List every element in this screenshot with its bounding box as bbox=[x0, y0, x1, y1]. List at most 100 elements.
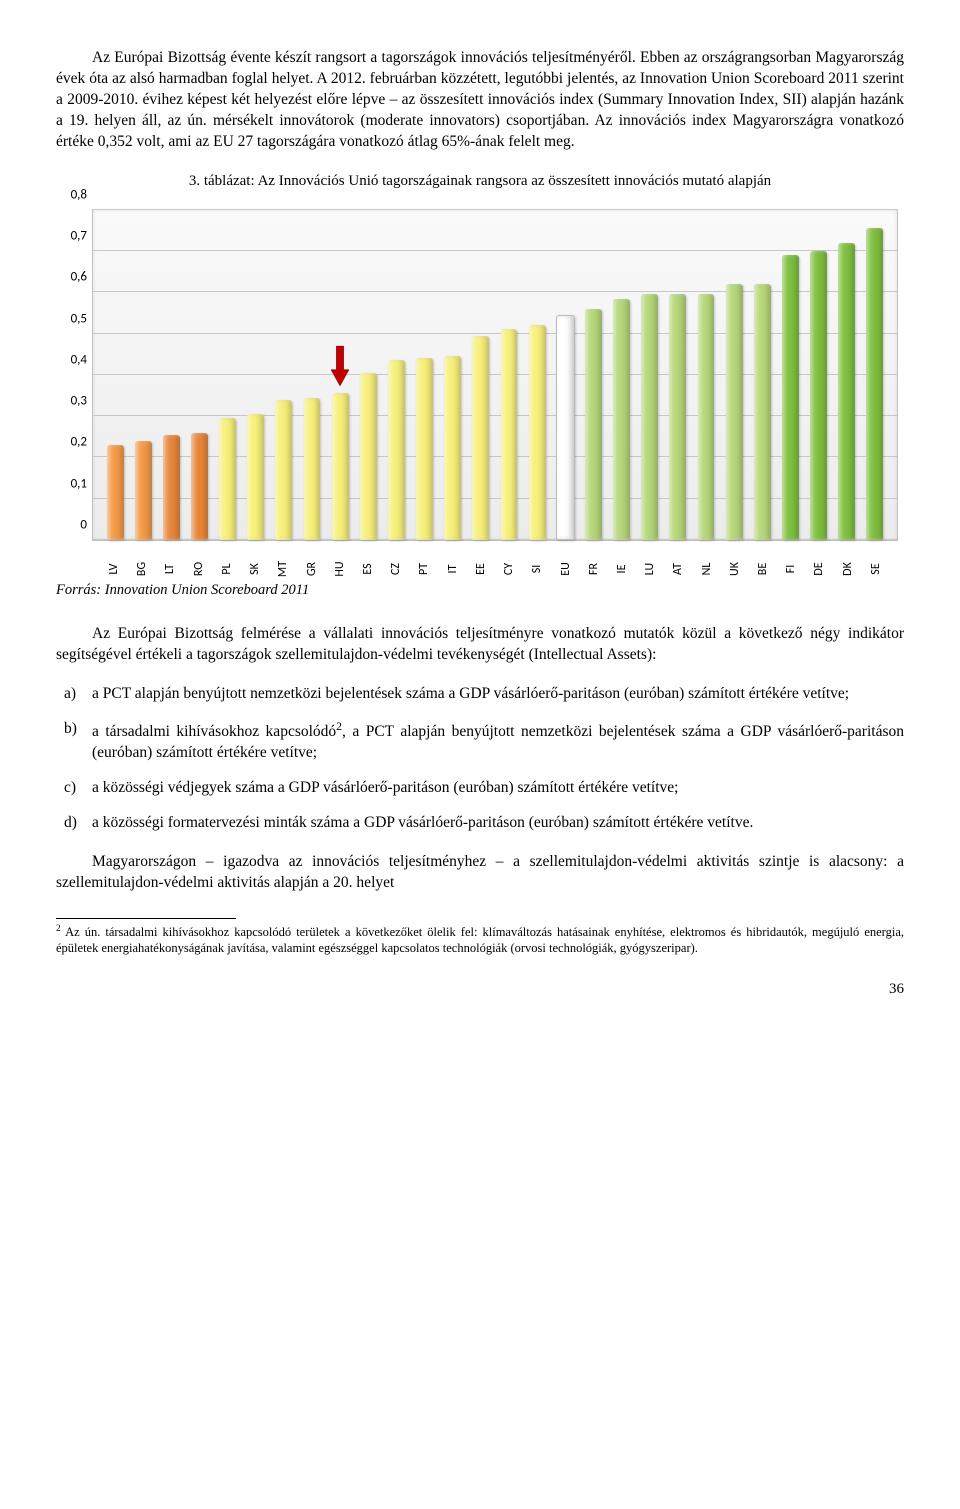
chart-source: Forrás: Innovation Union Scoreboard 2011 bbox=[56, 581, 904, 601]
bar-IE bbox=[613, 299, 630, 540]
bar-slot bbox=[185, 210, 213, 540]
list-item-b: b)a társadalmi kihívásokhoz kapcsolódó2,… bbox=[92, 719, 904, 764]
list-item-text: a közösségi formatervezési minták száma … bbox=[92, 814, 753, 831]
x-tick-label: SE bbox=[860, 555, 892, 583]
bar-EU bbox=[556, 315, 575, 540]
bar-FR bbox=[585, 309, 602, 540]
bar-CZ bbox=[388, 360, 405, 539]
bar-LT bbox=[163, 435, 180, 540]
bar-slot bbox=[382, 210, 410, 540]
x-tick-label: LT bbox=[155, 555, 187, 583]
x-tick-label: EU bbox=[550, 555, 582, 583]
x-tick-label: UK bbox=[719, 555, 751, 583]
bar-IT bbox=[444, 356, 461, 540]
bar-slot bbox=[129, 210, 157, 540]
bar-GR bbox=[304, 398, 321, 540]
x-tick-label: RO bbox=[183, 555, 215, 583]
x-tick-label: HU bbox=[324, 555, 356, 583]
x-tick-label: GR bbox=[296, 555, 328, 583]
highlight-arrow-icon bbox=[331, 345, 349, 387]
bar-slot bbox=[523, 210, 551, 540]
bar-SK bbox=[247, 414, 264, 540]
bar-BG bbox=[135, 441, 152, 540]
bar-LU bbox=[641, 294, 658, 539]
bar-DE bbox=[810, 251, 827, 540]
bar-slot bbox=[439, 210, 467, 540]
paragraph-2: Az Európai Bizottság felmérése a vállala… bbox=[56, 624, 904, 666]
indicator-list: a)a PCT alapján benyújtott nemzetközi be… bbox=[56, 684, 904, 834]
bar-CY bbox=[501, 329, 518, 539]
bar-slot bbox=[720, 210, 748, 540]
x-tick-label: NL bbox=[691, 555, 723, 583]
y-tick-label: 0,5 bbox=[61, 311, 87, 326]
bar-slot bbox=[664, 210, 692, 540]
bar-slot bbox=[101, 210, 129, 540]
list-item-d: d)a közösségi formatervezési minták szám… bbox=[92, 813, 904, 834]
paragraph-3: Magyarországon – igazodva az innovációs … bbox=[56, 852, 904, 894]
list-item-c: c)a közösségi védjegyek száma a GDP vásá… bbox=[92, 778, 904, 799]
bar-slot bbox=[242, 210, 270, 540]
bar-EE bbox=[472, 336, 489, 540]
x-tick-label: SI bbox=[521, 555, 553, 583]
bar-PL bbox=[219, 418, 236, 540]
bar-ES bbox=[360, 373, 377, 540]
x-tick-label: DK bbox=[832, 555, 864, 583]
x-tick-label: PT bbox=[409, 555, 441, 583]
paragraph-1: Az Európai Bizottság évente készít rangs… bbox=[56, 48, 904, 153]
bar-slot bbox=[467, 210, 495, 540]
y-tick-label: 0 bbox=[61, 517, 87, 532]
footnote-number: 2 bbox=[56, 924, 61, 934]
bar-slot bbox=[608, 210, 636, 540]
bar-slot bbox=[354, 210, 382, 540]
list-item-text: a társadalmi kihívásokhoz kapcsolódó2, a… bbox=[92, 723, 904, 761]
bar-SE bbox=[866, 228, 883, 539]
bar-slot bbox=[579, 210, 607, 540]
x-tick-label: FR bbox=[578, 555, 610, 583]
bar-slot bbox=[833, 210, 861, 540]
footnote-separator bbox=[56, 918, 236, 919]
list-item-text: a közösségi védjegyek száma a GDP vásárl… bbox=[92, 779, 678, 796]
bar-NL bbox=[698, 294, 715, 539]
bar-slot bbox=[636, 210, 664, 540]
bar-DK bbox=[838, 243, 855, 540]
bar-slot bbox=[748, 210, 776, 540]
x-tick-label: AT bbox=[662, 555, 694, 583]
bar-slot bbox=[692, 210, 720, 540]
list-item-text: a PCT alapján benyújtott nemzetközi beje… bbox=[92, 685, 849, 702]
bar-MT bbox=[275, 400, 292, 540]
bar-slot bbox=[805, 210, 833, 540]
bar-LV bbox=[107, 445, 124, 540]
page-number: 36 bbox=[56, 981, 904, 998]
x-tick-label: DE bbox=[804, 555, 836, 583]
bar-slot bbox=[214, 210, 242, 540]
bar-BE bbox=[754, 284, 771, 540]
bar-FI bbox=[782, 255, 799, 540]
x-tick-label: MT bbox=[267, 555, 299, 583]
bar-slot bbox=[776, 210, 804, 540]
bar-slot bbox=[270, 210, 298, 540]
footnote-text: 2 Az ún. társadalmi kihívásokhoz kapcsol… bbox=[56, 923, 904, 957]
bar-PT bbox=[416, 358, 433, 540]
bar-RO bbox=[191, 433, 208, 540]
list-item-a: a)a PCT alapján benyújtott nemzetközi be… bbox=[92, 684, 904, 705]
bar-UK bbox=[726, 284, 743, 540]
bar-AT bbox=[669, 294, 686, 539]
y-tick-label: 0,3 bbox=[61, 394, 87, 409]
bar-slot bbox=[551, 210, 579, 540]
bar-HU bbox=[332, 393, 349, 539]
y-tick-label: 0,1 bbox=[61, 476, 87, 491]
table-caption: 3. táblázat: Az Innovációs Unió tagorszá… bbox=[56, 171, 904, 191]
bar-slot bbox=[495, 210, 523, 540]
y-tick-label: 0,4 bbox=[61, 352, 87, 367]
innovation-chart: 00,10,20,30,40,50,60,70,8 LVBGLTROPLSKMT… bbox=[56, 209, 904, 575]
bar-slot bbox=[411, 210, 439, 540]
x-tick-label: IT bbox=[437, 555, 469, 583]
y-tick-label: 0,6 bbox=[61, 270, 87, 285]
y-tick-label: 0,8 bbox=[61, 187, 87, 202]
bar-slot bbox=[326, 210, 354, 540]
y-tick-label: 0,2 bbox=[61, 435, 87, 450]
y-tick-label: 0,7 bbox=[61, 229, 87, 244]
bar-SI bbox=[529, 325, 546, 540]
bar-slot bbox=[861, 210, 889, 540]
bar-slot bbox=[157, 210, 185, 540]
